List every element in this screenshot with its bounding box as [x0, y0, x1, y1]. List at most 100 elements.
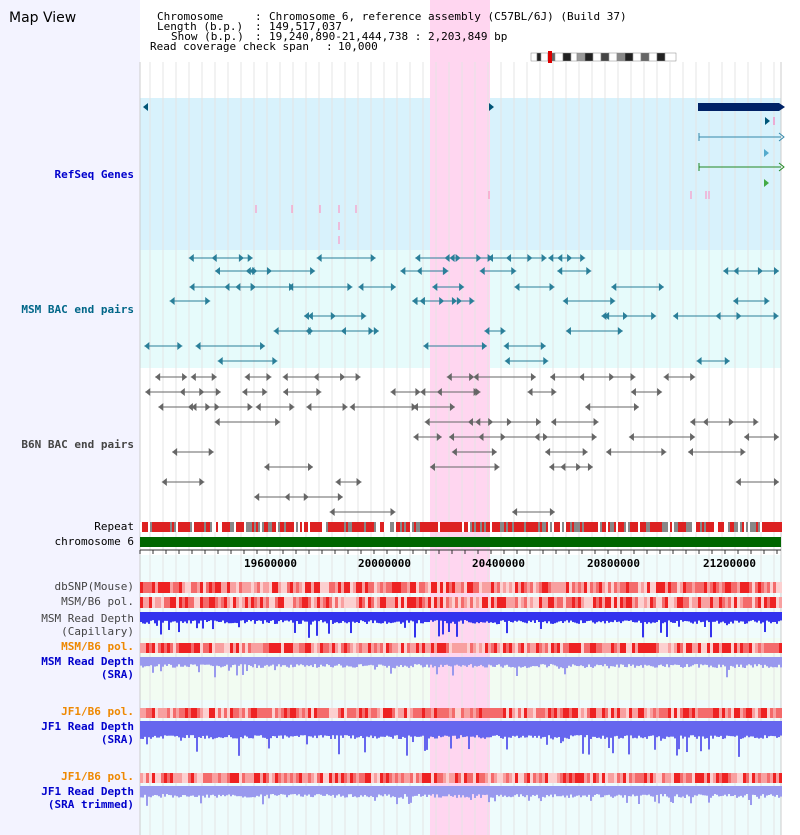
read-depth-bar	[700, 612, 702, 623]
polymorphism-segment	[212, 597, 215, 608]
polymorphism-segment	[380, 597, 383, 608]
polymorphism-segment	[656, 708, 659, 718]
read-depth-bar	[172, 612, 174, 622]
polymorphism-segment	[698, 582, 701, 593]
polymorphism-segment	[305, 597, 308, 608]
read-depth-bar	[404, 612, 406, 628]
polymorphism-segment	[455, 643, 458, 653]
repeat-segment	[572, 522, 574, 532]
show-value: 19,240,890-21,444,738 : 2,203,849 bp	[269, 30, 508, 43]
polymorphism-segment	[551, 773, 554, 783]
repeat-segment	[570, 522, 572, 532]
polymorphism-segment	[320, 773, 323, 783]
read-depth-bar	[478, 657, 480, 666]
read-depth-bar	[748, 657, 750, 665]
polymorphism-segment	[311, 597, 314, 608]
repeat-segment	[360, 522, 362, 532]
read-depth-bar	[608, 657, 610, 669]
read-depth-bar	[194, 657, 196, 665]
read-depth-bar	[426, 612, 428, 623]
polymorphism-segment	[656, 773, 659, 783]
repeat-segment	[462, 522, 464, 532]
read-depth-bar	[548, 657, 550, 667]
read-depth-bar	[290, 786, 292, 795]
read-depth-bar	[396, 786, 398, 805]
polymorphism-segment	[722, 643, 725, 653]
repeat-segment	[616, 522, 618, 532]
repeat-segment	[348, 522, 350, 532]
read-depth-bar	[754, 786, 756, 796]
polymorphism-segment	[632, 643, 635, 653]
polymorphism-segment	[422, 773, 425, 783]
read-depth-bar	[718, 721, 720, 737]
polymorphism-segment	[278, 582, 281, 593]
read-depth-bar	[642, 657, 644, 668]
refseq-genes-label: RefSeq Genes	[54, 168, 134, 181]
repeat-segment	[404, 522, 406, 532]
polymorphism-segment	[182, 597, 185, 608]
polymorphism-segment	[647, 643, 650, 653]
read-depth-bar	[420, 721, 422, 737]
repeat-segment	[648, 522, 650, 532]
polymorphism-segment	[236, 597, 239, 608]
read-depth-bar	[470, 786, 472, 800]
read-depth-bar	[546, 612, 548, 624]
read-depth-bar	[692, 721, 694, 736]
read-depth-bar	[376, 786, 378, 798]
read-depth-bar	[268, 721, 270, 749]
read-depth-bar	[610, 612, 612, 622]
polymorphism-segment	[188, 582, 191, 593]
polymorphism-segment	[362, 773, 365, 783]
bac-end-marker	[214, 418, 220, 426]
read-depth-bar	[480, 786, 482, 798]
polymorphism-segment	[578, 582, 581, 593]
polymorphism-segment	[581, 773, 584, 783]
read-depth-bar	[218, 612, 220, 622]
read-depth-bar	[456, 786, 458, 798]
polymorphism-segment	[641, 582, 644, 593]
read-depth-bar	[638, 657, 640, 667]
polymorphism-segment	[140, 643, 143, 653]
read-depth-bar	[188, 786, 190, 797]
read-depth-bar	[342, 612, 344, 622]
polymorphism-segment	[200, 582, 203, 593]
read-depth-bar	[388, 721, 390, 737]
read-depth-bar	[556, 612, 558, 623]
repeat-segment	[380, 522, 382, 532]
read-depth-bar	[160, 786, 162, 798]
bac-end-marker	[244, 373, 250, 381]
read-depth-bar	[234, 786, 236, 796]
read-depth-bar	[172, 657, 174, 668]
polymorphism-segment	[374, 582, 377, 593]
repeat-segment	[676, 522, 678, 532]
polymorphism-segment	[662, 597, 665, 608]
polymorphism-segment	[485, 643, 488, 653]
read-depth-bar	[224, 657, 226, 667]
read-depth-bar	[444, 721, 446, 736]
polymorphism-segment	[677, 773, 680, 783]
read-depth-bar	[146, 612, 148, 623]
read-depth-bar	[198, 786, 200, 796]
polymorphism-segment	[533, 582, 536, 593]
bac-end-marker	[289, 403, 295, 411]
polymorphism-segment	[455, 597, 458, 608]
read-depth-bar	[768, 612, 770, 622]
read-depth-bar	[144, 612, 146, 624]
polymorphism-segment	[476, 597, 479, 608]
read-depth-bar	[380, 657, 382, 665]
repeat-segment	[192, 522, 194, 532]
read-depth-bar	[778, 721, 780, 738]
bac-end-marker	[390, 508, 396, 516]
polymorphism-segment	[668, 708, 671, 718]
polymorphism-segment	[311, 773, 314, 783]
polymorphism-segment	[584, 643, 587, 653]
polymorphism-segment	[674, 582, 677, 593]
read-depth-bar	[410, 612, 412, 621]
polymorphism-segment	[284, 643, 287, 653]
polymorphism-segment	[347, 597, 350, 608]
polymorphism-segment	[653, 708, 656, 718]
polymorphism-segment	[227, 582, 230, 593]
polymorphism-segment	[179, 708, 182, 718]
bac-end-marker	[424, 418, 430, 426]
